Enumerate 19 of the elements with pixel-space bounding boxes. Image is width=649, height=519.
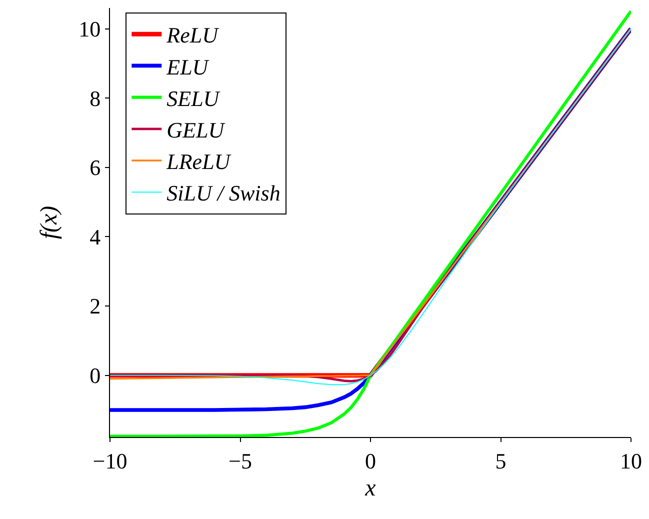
legend-label: GELU [166,117,226,142]
legend-label: LReLU [166,149,232,174]
y-tick-label: 8 [90,86,101,111]
x-tick-label: −10 [92,448,128,474]
legend-label: SiLU / Swish [166,180,280,206]
y-tick-label: 4 [90,224,101,250]
y-tick-label: 10 [78,16,101,42]
x-tick-label: −5 [228,448,252,474]
y-tick-label: 6 [90,155,101,180]
x-axis-title: x [364,476,376,502]
x-tick-label: 5 [495,448,506,474]
x-tick-label: 0 [365,448,376,474]
legend-label: ELU [166,54,210,80]
x-tick-label: 10 [620,448,642,474]
y-tick-label: 2 [90,294,101,319]
y-tick-label: 0 [90,363,101,388]
y-axis-title: f(x) [36,206,63,240]
legend-label: ReLU [166,22,220,48]
legend-label: SELU [166,86,222,111]
